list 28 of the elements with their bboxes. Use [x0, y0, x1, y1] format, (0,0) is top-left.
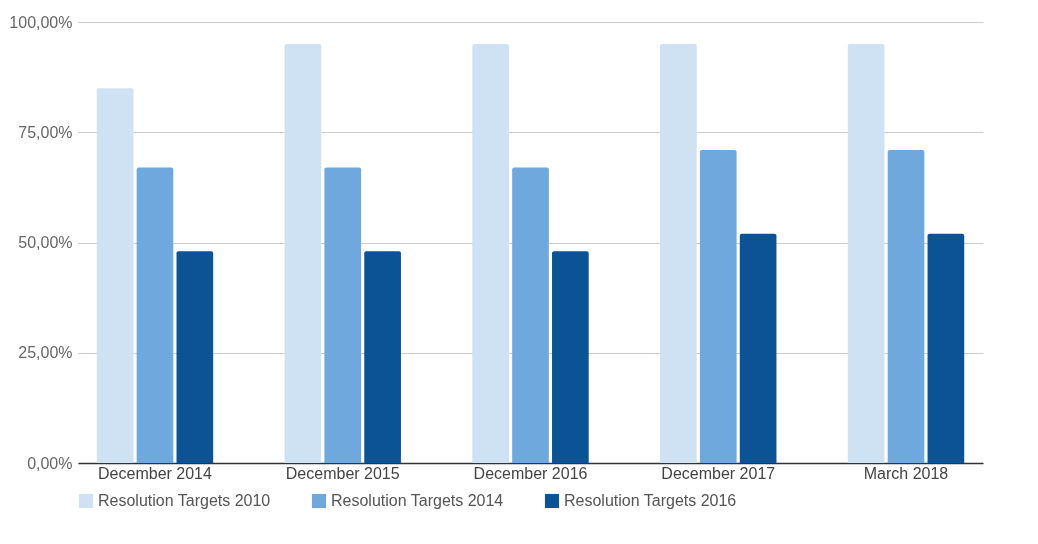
x-tick-label: March 2018 [863, 464, 949, 482]
x-tick-label: December 2017 [661, 464, 776, 482]
bar [699, 149, 737, 463]
bar [176, 251, 214, 463]
y-tick-label: 25,00% [18, 344, 73, 362]
y-tick-label: 75,00% [18, 123, 73, 141]
bar [96, 88, 134, 463]
bar [660, 44, 697, 463]
bar [552, 251, 589, 463]
x-tick-label: December 2014 [98, 464, 212, 482]
y-tick-label: 100,00% [9, 13, 73, 31]
legend-label: Resolution Targets 2014 [331, 492, 504, 509]
bar [927, 233, 965, 463]
legend-label: Resolution Targets 2010 [98, 492, 271, 509]
bar [324, 167, 362, 463]
bar [284, 44, 322, 463]
bar [136, 167, 174, 463]
x-tick-label: December 2016 [473, 464, 588, 482]
bar [739, 233, 777, 463]
legend-label: Resolution Targets 2016 [564, 492, 737, 509]
bar [364, 251, 401, 463]
bar [847, 44, 885, 463]
x-tick-label: December 2015 [285, 464, 400, 482]
y-tick-label: 0,00% [27, 454, 73, 472]
bar [472, 44, 509, 463]
y-tick-label: 50,00% [18, 234, 73, 251]
bar [512, 167, 549, 463]
bar [887, 149, 925, 463]
